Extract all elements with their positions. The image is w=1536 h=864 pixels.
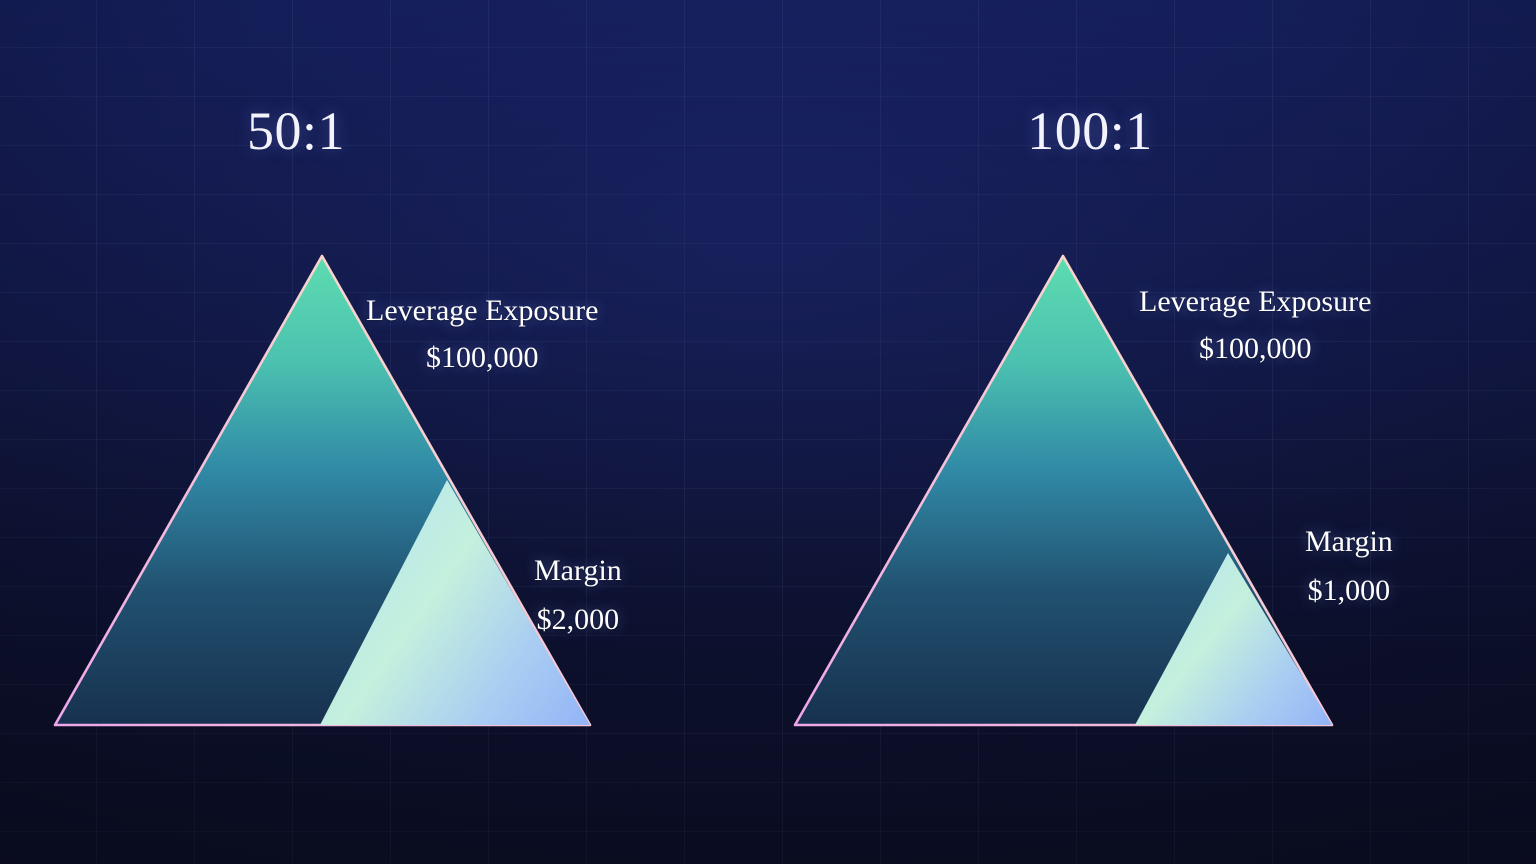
outer-triangle-exposure xyxy=(793,254,1334,727)
margin-label-text: Margin xyxy=(534,554,622,587)
inner-triangle-margin xyxy=(1135,553,1332,725)
leverage-panel-100-1: 100:1 xyxy=(768,0,1536,864)
triangle-diagram-50-1 xyxy=(53,254,592,727)
margin-label-text: Margin xyxy=(1305,525,1393,558)
exposure-label-50-1: Leverage Exposure $100,000 xyxy=(366,296,598,373)
margin-label-100-1: Margin $1,000 xyxy=(1305,527,1393,606)
panel-title-100-1: 100:1 xyxy=(1027,101,1153,161)
exposure-label-text: Leverage Exposure xyxy=(366,294,599,327)
exposure-label-text: Leverage Exposure xyxy=(1139,285,1372,318)
margin-value-text: $1,000 xyxy=(1307,574,1391,607)
margin-value-text: $2,000 xyxy=(536,603,620,636)
panel-title-50-1: 50:1 xyxy=(246,101,345,161)
leverage-panel-50-1: 50:1 xyxy=(53,101,622,727)
exposure-value-text: $100,000 xyxy=(1198,332,1312,365)
margin-label-50-1: Margin $2,000 xyxy=(534,556,622,635)
exposure-label-100-1: Leverage Exposure $100,000 xyxy=(1139,287,1371,364)
triangle-diagram-100-1 xyxy=(793,254,1334,727)
exposure-value-text: $100,000 xyxy=(425,341,539,374)
inner-triangle-margin xyxy=(320,480,590,725)
